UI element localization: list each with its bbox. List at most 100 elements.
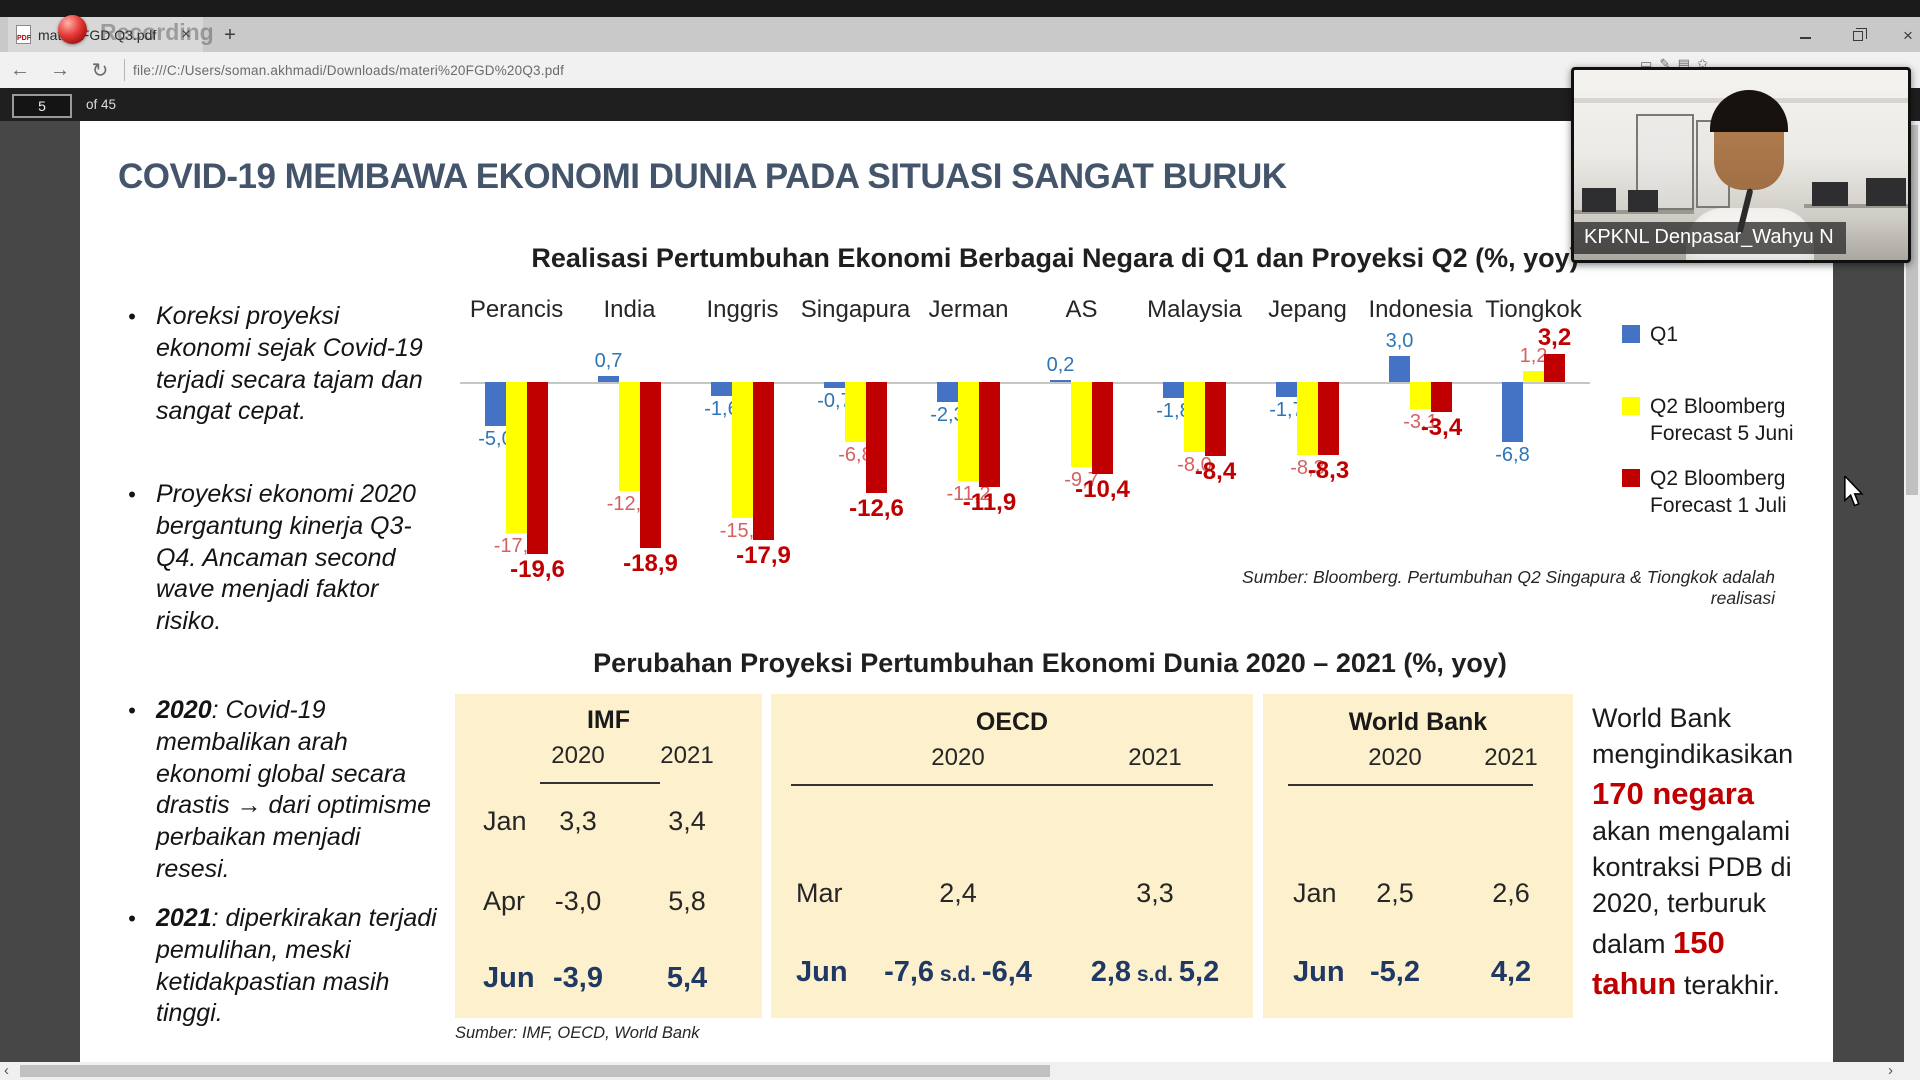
chart-value-label: -3,1 (1403, 411, 1438, 434)
chart-category-label: Jerman (928, 296, 1009, 323)
table-header-rule (791, 784, 1213, 786)
table-column-header: 2020 (1368, 744, 1422, 771)
chart-bar (845, 382, 866, 442)
chart-bar (1297, 382, 1318, 456)
chart-value-label: -0,7 (817, 390, 852, 413)
chart-value-label: -3,4 (1420, 413, 1463, 441)
chart-bar (824, 382, 845, 389)
table-cell-value: 5,8 (668, 886, 706, 916)
chart-bar (1431, 382, 1452, 412)
table-cell-value: 3,4 (668, 806, 706, 836)
table-row-label: Jan (1293, 878, 1337, 908)
chart-category-label: Singapura (800, 296, 911, 323)
chart-value-label: -1,7 (1269, 398, 1304, 421)
legend-item-q1: Q1 (1622, 321, 1678, 348)
chart-value-label: -11,2 (946, 482, 991, 505)
chart-category-label: Jepang (1268, 296, 1347, 323)
chart-category-label: Inggris (706, 296, 779, 323)
chart-bar (1205, 382, 1226, 456)
chart-category-label: Indonesia (1368, 296, 1473, 323)
table-cell-value: 2,8 s.d. 5,2 (1090, 956, 1220, 988)
chart-value-label: -5,0 (478, 428, 513, 450)
chart-value-label: -19,6 (510, 556, 565, 584)
note-text: terakhir. (1676, 969, 1780, 1000)
chart-source-note: Sumber: Bloomberg. Pertumbuhan Q2 Singap… (1242, 567, 1775, 608)
person-hair (1710, 90, 1788, 132)
table-cell-value: -7,6 s.d. -6,4 (884, 956, 1032, 988)
chart-value-label: -8,3 (1307, 457, 1350, 485)
chart-category-label: AS (1065, 296, 1098, 323)
chart-value-label: -2,3 (930, 404, 965, 427)
restore-button[interactable] (1843, 25, 1873, 47)
chart-bar (1544, 353, 1565, 382)
chart-title: Realisasi Pertumbuhan Ekonomi Berbagai N… (531, 243, 1579, 273)
chart-value-label: -18,9 (623, 550, 678, 578)
page-number-input[interactable]: 5 (12, 94, 72, 118)
chart-bar (1092, 382, 1113, 474)
legend-label: Q1 (1650, 323, 1679, 346)
webcam-video[interactable]: KPKNL Denpasar_Wahyu N (1571, 67, 1911, 263)
chart-value-label: 3,0 (1385, 329, 1414, 352)
chart-value-label: -6,8 (838, 443, 873, 466)
office-monitor (1812, 182, 1848, 206)
chart-bar (598, 375, 619, 382)
table-column-header: 2020 (931, 744, 985, 771)
chart-bar (1050, 380, 1071, 382)
new-tab-button[interactable]: + (224, 24, 236, 46)
table-row-label: Jun (796, 956, 848, 988)
scroll-right-icon[interactable]: › (1888, 1062, 1893, 1079)
chart-value-label: 3,2 (1537, 323, 1572, 351)
chart-value-label: -12,6 (849, 494, 904, 522)
table-cell-value: -3,9 (553, 962, 603, 994)
url-text[interactable]: file:///C:/Users/soman.akhmadi/Downloads… (133, 62, 565, 78)
table-row-label: Apr (483, 886, 526, 916)
chart-value-label: -1,6 (704, 398, 739, 421)
bullet-item: • 2020: Covid-19 membalikan arah ekonomi … (128, 696, 432, 883)
table-cell-value: 5,4 (666, 962, 708, 994)
table-column-header: 2021 (1128, 744, 1182, 771)
table-title: IMF (586, 706, 631, 734)
participant-name-label: KPKNL Denpasar_Wahyu N (1574, 222, 1846, 254)
bullet-item: • Proyeksi ekonomi 2020 bergantung kinerj… (128, 480, 416, 635)
chart-bar (958, 382, 979, 481)
chart-bar (506, 382, 527, 534)
browser-tab[interactable]: PDF materi FGD Q3.pdf × (8, 17, 203, 52)
chart-bar (732, 382, 753, 518)
chart-value-label: -1,8 (1156, 399, 1191, 422)
refresh-icon[interactable]: ↻ (91, 59, 109, 82)
table-cell-value: 4,2 (1490, 956, 1532, 988)
office-desk (1804, 204, 1908, 208)
table-world-bank: World Bank 2020 2021 Jan 2,5 2,6 Jun -5,2 4,2 (1263, 694, 1573, 1018)
office-desk (1574, 210, 1694, 214)
horizontal-scrollbar-thumb[interactable] (20, 1065, 1050, 1077)
legend-item-q2-june: Q2 Bloomberg Forecast 5 Juni (1622, 393, 1812, 448)
chart-value-label: -6,8 (1495, 443, 1530, 466)
horizontal-scrollbar[interactable]: ‹ › (0, 1062, 1920, 1080)
address-separator (124, 59, 125, 81)
table-cell-value: -3,0 (554, 886, 602, 916)
table-row-label: Jun (1293, 956, 1345, 988)
forward-icon[interactable]: → (50, 58, 70, 81)
mouse-cursor (1843, 474, 1865, 513)
note-highlight-text: 150 tahun (1592, 924, 1725, 1001)
recording-watermark: Recording (100, 19, 214, 45)
chart-bar (485, 382, 506, 426)
tables-section-title: Perubahan Proyeksi Pertumbuhan Ekonomi D… (593, 648, 1507, 678)
table-row-label: Jan (483, 806, 527, 836)
recording-indicator-icon (58, 15, 87, 44)
bar-chart: Perancis -5,0 -17,2 -19,6 India 0,7 -12,4 -18,9… (460, 296, 1590, 611)
chart-bar (527, 382, 548, 555)
minimize-button[interactable] (1790, 25, 1820, 47)
back-icon[interactable]: ← (10, 58, 30, 81)
chart-value-label: 0,2 (1046, 354, 1075, 377)
office-monitor (1628, 190, 1658, 212)
note-text: akan mengalami kontraksi PDB di 2020, te… (1592, 816, 1792, 959)
chart-bar (866, 382, 887, 493)
tab-close-icon[interactable]: × (181, 25, 191, 43)
table-cell-value: 3,3 (559, 806, 597, 836)
scroll-left-icon[interactable]: ‹ (4, 1062, 9, 1079)
table-column-header: 2020 (551, 742, 605, 769)
chart-bar (1410, 382, 1431, 410)
close-button[interactable]: × (1903, 26, 1913, 45)
legend-swatch-red (1622, 469, 1640, 487)
